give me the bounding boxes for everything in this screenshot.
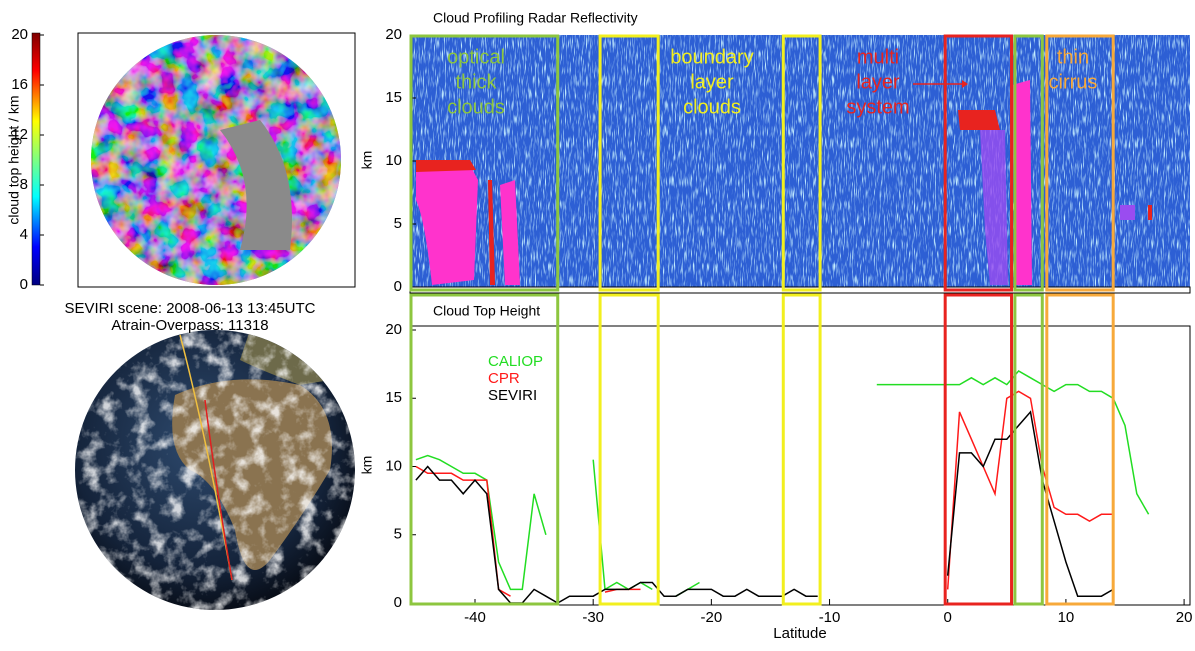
y-tick-label: 20 — [385, 26, 402, 43]
region-box — [1045, 34, 1115, 292]
annotation: boundary — [670, 46, 753, 68]
overpass-track-data — [204, 399, 233, 581]
annotation: multi — [857, 46, 899, 68]
y-tick-label: 15 — [385, 389, 402, 406]
y-tick-label: 20 — [385, 321, 402, 338]
colorbar-label: cloud top height / km — [6, 95, 22, 224]
colorbar — [31, 32, 41, 286]
region-box — [1045, 293, 1115, 606]
chart-title: Cloud Profiling Radar Reflectivity — [433, 10, 638, 26]
region-box — [1013, 293, 1044, 606]
annotation: clouds — [447, 96, 505, 118]
caption: Atrain-Overpass: 11318 — [111, 317, 268, 334]
region-box — [781, 34, 822, 292]
region-box — [781, 293, 822, 606]
region-box — [409, 34, 560, 292]
y-tick-label: 10 — [385, 152, 402, 169]
y-tick-label: 12 — [11, 126, 28, 143]
x-axis-label: Latitude — [773, 625, 826, 642]
annotation: cirrus — [1049, 71, 1098, 93]
chart-title: Cloud Top Height — [433, 303, 540, 319]
annotation: thin — [1057, 46, 1089, 68]
y-tick-label: 4 — [20, 226, 28, 243]
legend-label: CPR — [488, 370, 520, 387]
y-axis-label: km — [359, 456, 375, 475]
x-tick-label: -10 — [819, 609, 841, 626]
annotation: layer — [690, 71, 734, 93]
x-tick-label: -40 — [464, 609, 486, 626]
cloud-field — [91, 35, 341, 285]
annotation: clouds — [683, 96, 741, 118]
y-axis-label: km — [359, 151, 375, 170]
region-box — [943, 34, 1014, 292]
data-line — [415, 370, 1150, 597]
annotation-arrow-head — [962, 80, 968, 88]
y-tick-label: 5 — [394, 215, 402, 232]
y-tick-label: 0 — [394, 278, 402, 295]
region-box — [1013, 34, 1044, 292]
y-tick-label: 10 — [385, 457, 402, 474]
region-box — [598, 34, 660, 292]
region-box — [943, 293, 1014, 606]
region-box — [598, 293, 660, 606]
plot-frame — [409, 325, 1191, 606]
x-tick-label: -20 — [701, 609, 723, 626]
annotation: thick — [455, 71, 497, 93]
annotation: system — [846, 96, 909, 118]
x-tick-label: 0 — [944, 609, 952, 626]
radar-echoes — [410, 35, 1190, 287]
legend-label: SEVIRI — [488, 387, 537, 404]
data-line — [415, 410, 1114, 604]
caption: SEVIRI scene: 2008-06-13 13:45UTC — [65, 300, 316, 317]
x-tick-label: -30 — [582, 609, 604, 626]
y-tick-label: 16 — [11, 76, 28, 93]
y-tick-label: 20 — [11, 26, 28, 43]
y-tick-label: 15 — [385, 89, 402, 106]
x-tick-label: 10 — [1058, 609, 1075, 626]
annotation: layer — [856, 71, 900, 93]
chart-content: 0 4 8 12 16 20 0 5 10 15 20 optical thick clouds bound… — [11, 26, 1192, 626]
legend-label: CALIOP — [488, 353, 543, 370]
y-tick-label: 5 — [394, 526, 402, 543]
y-tick-label: 0 — [394, 594, 402, 611]
x-tick-label: 20 — [1176, 609, 1193, 626]
y-tick-label: 0 — [20, 276, 28, 293]
annotation: optical — [447, 46, 505, 68]
region-box — [409, 293, 560, 606]
y-tick-label: 8 — [20, 176, 28, 193]
